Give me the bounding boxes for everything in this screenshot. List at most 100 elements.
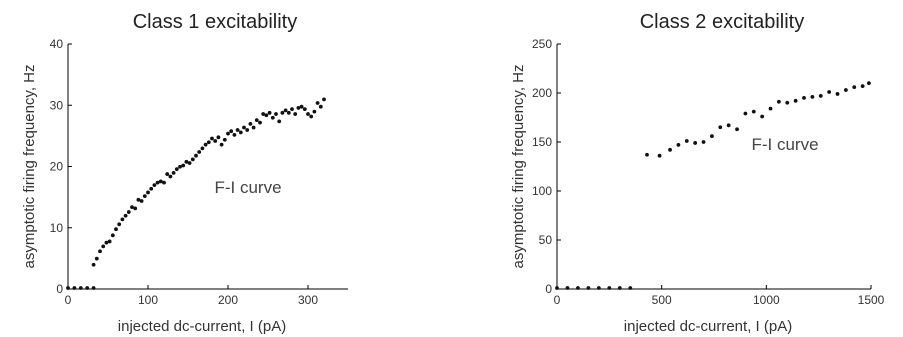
data-point	[72, 286, 77, 290]
data-point	[743, 111, 748, 116]
data-point	[576, 286, 580, 290]
data-point	[168, 174, 173, 179]
data-point	[701, 140, 706, 144]
data-point	[66, 286, 70, 290]
x-tick-label: 0	[65, 293, 72, 307]
data-point	[178, 164, 182, 169]
data-point	[242, 125, 246, 130]
data-point	[181, 163, 186, 168]
data-point	[101, 244, 106, 249]
data-point	[104, 240, 109, 245]
data-point	[94, 256, 99, 261]
data-point	[312, 109, 317, 114]
data-point	[827, 90, 832, 94]
data-point	[107, 239, 112, 244]
data-point	[596, 286, 601, 290]
data-point	[264, 113, 269, 118]
x-tick-label: 1500	[858, 293, 885, 307]
data-point	[322, 97, 326, 102]
data-point	[254, 118, 259, 123]
data-point	[238, 130, 243, 135]
y-axis-label: asymptotic firing frequency, Hz	[21, 65, 38, 269]
y-tick-label: 10	[50, 221, 64, 235]
data-point	[835, 92, 840, 96]
data-point	[274, 112, 278, 116]
data-point	[860, 84, 865, 89]
data-point	[267, 110, 272, 115]
data-point	[760, 114, 765, 119]
data-point	[78, 286, 83, 290]
data-point	[245, 128, 250, 132]
curve-annotation: F-I curve	[214, 178, 281, 197]
data-point	[251, 125, 256, 130]
data-point	[187, 161, 192, 165]
data-point	[171, 170, 176, 175]
data-point	[555, 286, 559, 290]
data-point	[258, 120, 262, 125]
data-point	[280, 110, 285, 115]
chart-title: Class 1 excitability	[133, 11, 298, 33]
x-axis-label: injected dc-current, I (pA)	[624, 318, 792, 335]
data-point	[607, 286, 612, 290]
data-point	[200, 146, 205, 151]
data-point	[718, 125, 723, 130]
data-point	[248, 121, 253, 126]
y-tick-label: 40	[50, 37, 64, 51]
data-point	[117, 222, 122, 227]
data-point	[203, 142, 208, 147]
data-point	[645, 152, 649, 157]
data-point	[693, 141, 698, 145]
data-point	[165, 172, 170, 176]
data-point	[867, 81, 871, 86]
x-tick-label: 0	[554, 293, 561, 307]
y-tick-label: 30	[50, 98, 64, 112]
data-point	[114, 227, 118, 232]
data-point	[565, 286, 570, 290]
data-point	[785, 100, 790, 105]
data-point	[194, 153, 198, 158]
data-point	[710, 134, 714, 139]
data-point	[628, 286, 633, 290]
data-point	[142, 194, 147, 199]
data-point	[120, 217, 125, 222]
data-point	[235, 128, 240, 132]
data-point	[306, 112, 310, 116]
data-point	[206, 140, 211, 145]
data-point	[726, 123, 731, 128]
data-point	[735, 127, 739, 132]
data-point	[793, 98, 798, 103]
data-point	[657, 153, 662, 158]
data-point	[676, 143, 681, 147]
data-point	[85, 286, 90, 290]
y-tick-label: 0	[56, 282, 63, 296]
data-point	[270, 115, 275, 120]
data-point	[843, 88, 848, 92]
data-point	[216, 135, 221, 140]
data-point	[768, 106, 773, 111]
data-point	[293, 112, 298, 116]
data-point	[684, 139, 689, 143]
y-tick-label: 20	[50, 160, 64, 174]
data-point	[852, 85, 857, 89]
data-point	[802, 95, 806, 100]
data-point	[110, 233, 115, 238]
data-point	[617, 286, 622, 290]
data-point	[213, 139, 218, 143]
data-point	[184, 159, 189, 164]
data-point	[586, 286, 591, 290]
y-tick-label: 150	[532, 135, 552, 149]
data-point	[197, 150, 202, 154]
data-point	[315, 101, 320, 105]
data-point	[226, 131, 230, 136]
data-point	[162, 180, 166, 185]
curve-annotation: F-I curve	[751, 135, 818, 154]
data-point	[277, 119, 282, 124]
data-point	[222, 137, 227, 142]
data-point	[91, 286, 96, 290]
data-point	[229, 129, 234, 134]
x-tick-label: 100	[138, 293, 158, 307]
data-point	[91, 262, 96, 267]
chart-class-1: Class 1 excitability 0 10 20 30 40 0 100 200 300 i…	[21, 11, 348, 335]
y-tick-label: 50	[539, 233, 553, 247]
